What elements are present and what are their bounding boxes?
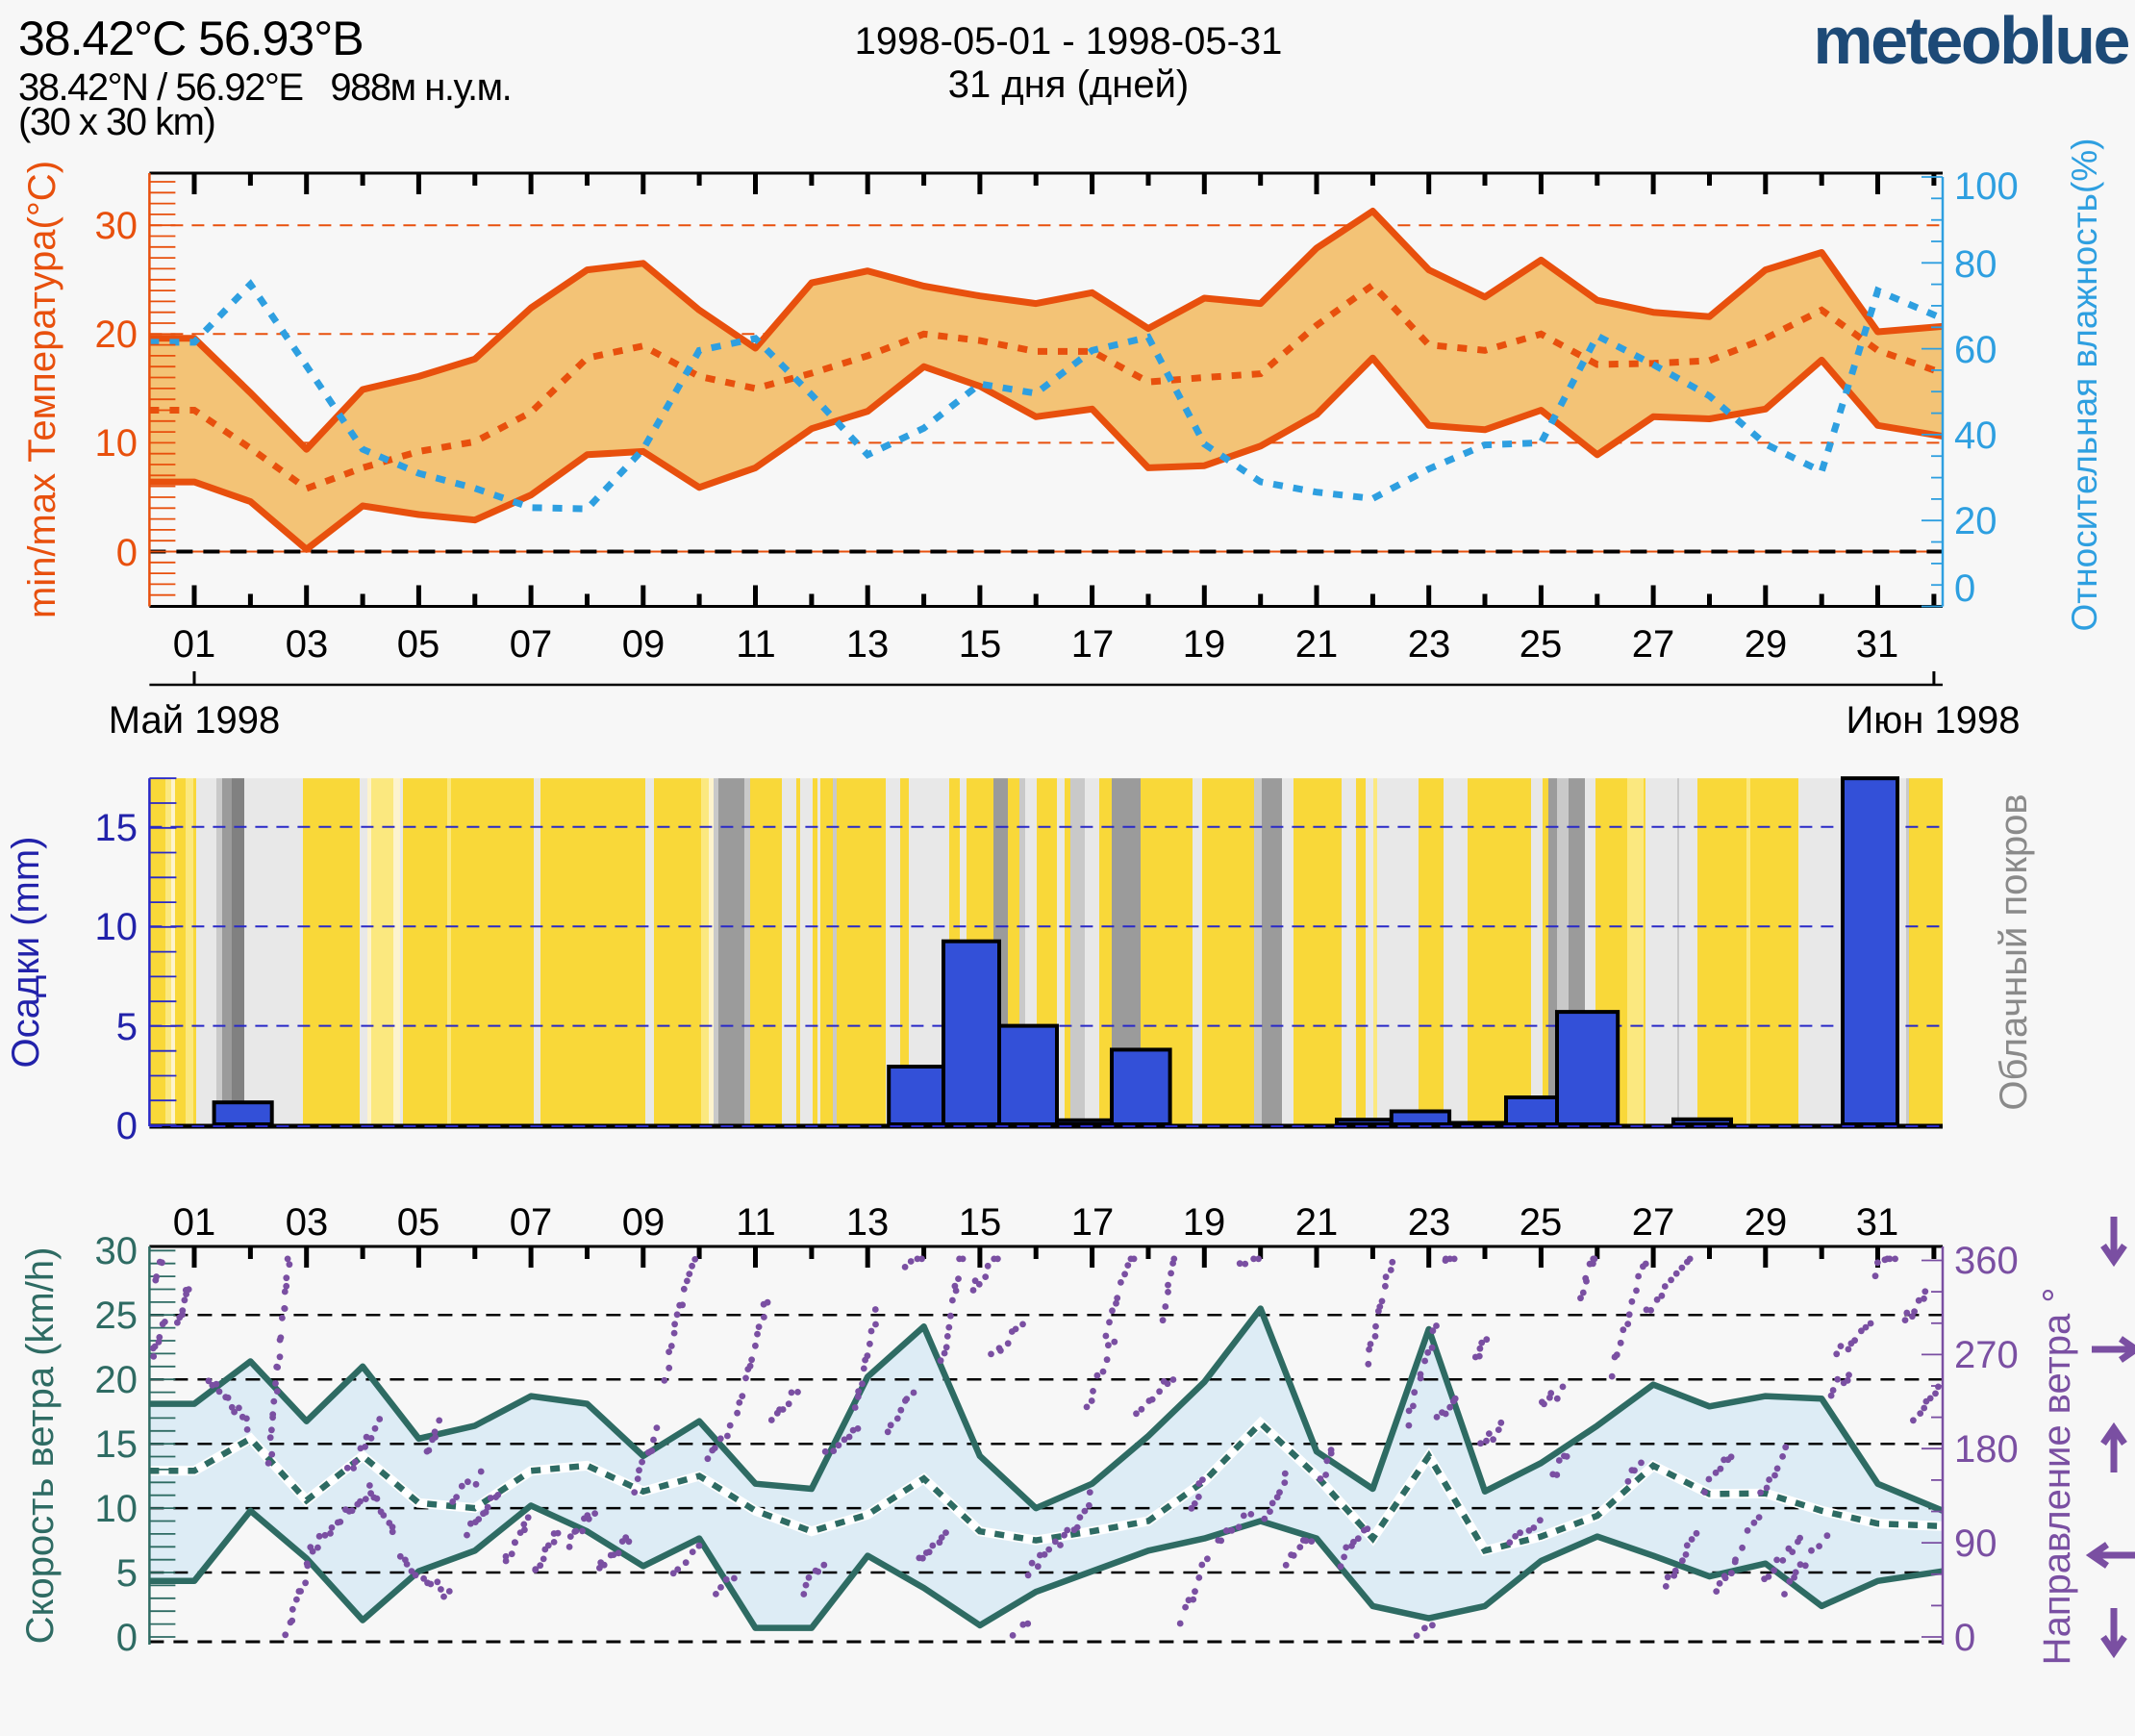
svg-text:27: 27 xyxy=(1632,623,1675,666)
svg-text:25: 25 xyxy=(1520,623,1563,666)
svg-text:19: 19 xyxy=(1183,1201,1226,1244)
svg-text:29: 29 xyxy=(1745,1201,1788,1244)
svg-text:5: 5 xyxy=(116,1006,138,1048)
svg-text:25: 25 xyxy=(1520,1201,1563,1244)
svg-text:07: 07 xyxy=(510,623,553,666)
svg-text:11: 11 xyxy=(736,623,776,666)
svg-text:Облачный покров: Облачный покров xyxy=(1993,793,2035,1110)
svg-text:20: 20 xyxy=(95,314,138,356)
svg-text:29: 29 xyxy=(1745,623,1788,666)
svg-text:(30 x 30 km): (30 x 30 km) xyxy=(18,101,214,143)
svg-text:13: 13 xyxy=(846,623,890,666)
svg-text:13: 13 xyxy=(846,1201,890,1244)
svg-text:21: 21 xyxy=(1295,1201,1339,1244)
svg-text:07: 07 xyxy=(510,1201,553,1244)
svg-text:360: 360 xyxy=(1954,1240,2019,1282)
svg-text:20: 20 xyxy=(95,1359,138,1401)
svg-text:meteoblue: meteoblue xyxy=(1813,3,2128,78)
svg-text:0: 0 xyxy=(1954,567,1975,610)
svg-text:10: 10 xyxy=(95,906,138,948)
svg-text:31 дня (дней): 31 дня (дней) xyxy=(948,63,1189,106)
svg-text:38.42°C 56.93°В: 38.42°C 56.93°В xyxy=(18,12,364,65)
svg-text:0: 0 xyxy=(116,1617,138,1659)
svg-text:31: 31 xyxy=(1856,623,1899,666)
svg-text:03: 03 xyxy=(286,623,329,666)
svg-text:Май 1998: Май 1998 xyxy=(109,699,280,742)
svg-text:27: 27 xyxy=(1632,1201,1675,1244)
svg-text:09: 09 xyxy=(622,623,666,666)
svg-text:40: 40 xyxy=(1954,415,1997,457)
svg-text:100: 100 xyxy=(1954,165,2019,208)
svg-text:03: 03 xyxy=(286,1201,329,1244)
svg-text:15: 15 xyxy=(959,623,1002,666)
svg-text:0: 0 xyxy=(1954,1617,1975,1659)
svg-text:11: 11 xyxy=(736,1201,776,1244)
svg-text:30: 30 xyxy=(95,205,138,247)
svg-text:Осадки (mm): Осадки (mm) xyxy=(5,837,47,1069)
svg-text:05: 05 xyxy=(397,1201,440,1244)
svg-text:60: 60 xyxy=(1954,329,1997,371)
svg-text:17: 17 xyxy=(1071,1201,1115,1244)
svg-text:31: 31 xyxy=(1856,1201,1899,1244)
svg-text:15: 15 xyxy=(959,1201,1002,1244)
svg-text:1998-05-01 - 1998-05-31: 1998-05-01 - 1998-05-31 xyxy=(855,20,1283,63)
svg-text:15: 15 xyxy=(95,1423,138,1466)
svg-text:21: 21 xyxy=(1295,623,1339,666)
svg-text:09: 09 xyxy=(622,1201,666,1244)
svg-text:19: 19 xyxy=(1183,623,1226,666)
svg-text:15: 15 xyxy=(95,807,138,849)
svg-text:20: 20 xyxy=(1954,500,1997,542)
svg-text:Относительная влажность(%): Относительная влажность(%) xyxy=(2065,138,2104,632)
svg-text:30: 30 xyxy=(95,1230,138,1272)
svg-text:25: 25 xyxy=(95,1295,138,1337)
svg-text:0: 0 xyxy=(116,1105,138,1147)
svg-text:38.42°N / 56.92°E 988м н.у.м: 38.42°N / 56.92°E 988м н.у.м. xyxy=(18,66,511,109)
svg-text:80: 80 xyxy=(1954,243,1997,286)
svg-text:min/max Температура(°C): min/max Температура(°C) xyxy=(21,161,63,618)
svg-text:01: 01 xyxy=(173,1201,216,1244)
svg-text:01: 01 xyxy=(173,623,216,666)
svg-text:05: 05 xyxy=(397,623,440,666)
svg-text:5: 5 xyxy=(116,1552,138,1595)
svg-text:270: 270 xyxy=(1954,1334,2019,1376)
svg-text:Скорость ветра (km/h): Скорость ветра (km/h) xyxy=(19,1247,62,1645)
svg-text:Июн 1998: Июн 1998 xyxy=(1846,699,2021,742)
svg-text:23: 23 xyxy=(1408,623,1451,666)
svg-text:Направление ветра °: Направление ветра ° xyxy=(2036,1288,2078,1666)
svg-text:10: 10 xyxy=(95,1488,138,1530)
svg-text:90: 90 xyxy=(1954,1522,1997,1565)
svg-text:0: 0 xyxy=(116,532,138,574)
svg-text:180: 180 xyxy=(1954,1428,2019,1471)
svg-text:17: 17 xyxy=(1071,623,1115,666)
svg-text:10: 10 xyxy=(95,422,138,465)
svg-text:23: 23 xyxy=(1408,1201,1451,1244)
